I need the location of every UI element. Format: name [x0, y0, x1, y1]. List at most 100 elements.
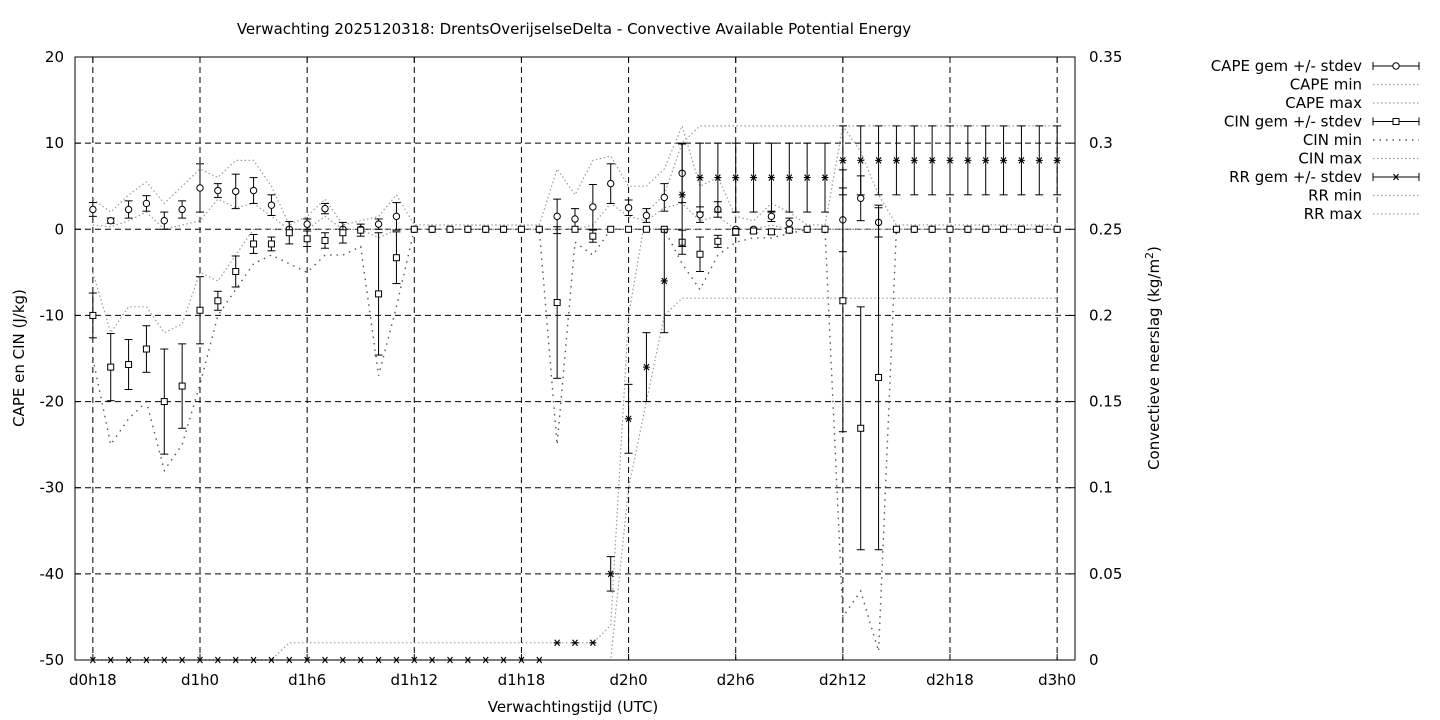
- plot-area: [88, 124, 1062, 664]
- cin-point: [732, 228, 740, 236]
- cin-point: [982, 225, 990, 233]
- rr-point: [660, 277, 668, 285]
- y-axis-label: CAPE en CIN (J/kg): [10, 289, 28, 427]
- cin-point: [750, 227, 758, 235]
- legend-label-0: CAPE gem +/- stdev: [1211, 57, 1362, 75]
- cin-point: [625, 225, 633, 233]
- y-tick-label-0: 20: [45, 48, 64, 66]
- rr-point: [1035, 157, 1043, 164]
- rr-point: [910, 157, 918, 164]
- cape-point: [178, 205, 186, 214]
- cape-point: [767, 212, 776, 221]
- cin-point: [357, 226, 365, 234]
- cape-point: [214, 186, 222, 195]
- rr-point: [571, 639, 579, 647]
- legend-label-5: CIN max: [1298, 150, 1362, 168]
- cin-point: [821, 225, 829, 233]
- rr-point: [767, 174, 775, 181]
- cin-point: [89, 311, 97, 319]
- cin-point: [767, 228, 775, 236]
- cin-point: [803, 225, 811, 233]
- rr-point: [928, 157, 936, 164]
- cape-point: [124, 205, 133, 214]
- cin-point: [321, 236, 329, 244]
- series-cin-max: [92, 228, 1058, 335]
- series-rr-max: [92, 125, 1058, 661]
- x-tick-label-0: d0h18: [69, 671, 117, 689]
- rr-point: [607, 570, 615, 578]
- cin-point: [910, 225, 918, 233]
- cin-point: [285, 229, 293, 237]
- legend-label-1: CAPE min: [1290, 76, 1362, 94]
- y2-tick-label-7: 0: [1089, 651, 1099, 669]
- rr-point: [678, 191, 686, 199]
- cape-point: [249, 186, 258, 195]
- x-tick-label-9: d3h0: [1038, 671, 1076, 689]
- rr-point: [964, 157, 972, 164]
- cin-point: [142, 345, 150, 353]
- cin-point: [107, 363, 115, 371]
- legend-label-3: CIN gem +/- stdev: [1224, 113, 1362, 131]
- cin-point: [785, 226, 793, 234]
- legend-label-4: CIN min: [1303, 131, 1362, 149]
- cin-point: [1053, 225, 1061, 233]
- cin-point: [714, 237, 722, 245]
- cape-point: [607, 179, 615, 188]
- legend-label-2: CAPE max: [1285, 94, 1362, 112]
- cape-point: [107, 216, 115, 225]
- cin-point: [839, 297, 847, 305]
- cape-point: [642, 211, 651, 220]
- cin-point: [553, 299, 561, 307]
- cin-point: [1017, 225, 1025, 233]
- rr-point: [589, 639, 597, 647]
- cin-point: [464, 225, 472, 233]
- y2-tick-label-0: 0.35: [1089, 48, 1122, 66]
- rr-point: [803, 174, 811, 181]
- x-tick-label-1: d1h0: [181, 671, 219, 689]
- chart-title: Verwachting 2025120318: DrentsOverijsels…: [237, 20, 911, 38]
- cape-point: [303, 220, 311, 228]
- cape-point: [857, 194, 865, 202]
- y-tick-label-6: -40: [40, 565, 65, 583]
- series-cin-min: [92, 228, 1058, 652]
- y-tick-label-7: -50: [40, 651, 65, 669]
- axes: d0h18 d1h0 d1h6 d1h12 d1h18 d2h0 d2h6 d2h12 d2h1…: [40, 48, 1123, 689]
- cin-point: [571, 225, 579, 233]
- y-tick-label-5: -30: [40, 479, 65, 497]
- cin-point: [339, 229, 347, 237]
- y2-tick-label-6: 0.05: [1089, 565, 1122, 583]
- cape-point: [321, 204, 329, 213]
- cin-point: [392, 254, 400, 262]
- cin-point: [535, 225, 543, 233]
- rr-point: [732, 174, 740, 181]
- legend-marker-0: [1392, 62, 1400, 70]
- y2-tick-label-2: 0.25: [1089, 220, 1122, 238]
- rr-point: [714, 174, 722, 181]
- y2-axis-label-end: ): [1145, 246, 1163, 252]
- x-tick-label-7: d2h12: [819, 671, 867, 689]
- grid: [75, 57, 1075, 660]
- legend-marker-3: [1392, 118, 1400, 125]
- cin-point: [892, 225, 900, 233]
- cin-point: [482, 225, 490, 233]
- y-tick-label-1: 10: [45, 134, 64, 152]
- cin-point: [875, 373, 883, 381]
- cin-point: [607, 225, 615, 233]
- cin-point: [178, 382, 186, 390]
- rr-point: [946, 157, 954, 164]
- cin-point: [232, 267, 240, 275]
- rr-point: [642, 363, 650, 371]
- y-tick-label-2: 0: [54, 220, 64, 238]
- y2-tick-label-3: 0.2: [1089, 306, 1113, 324]
- cin-point: [946, 225, 954, 233]
- y-tick-label-4: -20: [40, 393, 65, 411]
- legend-label-7: RR min: [1308, 187, 1362, 205]
- cape-point: [196, 184, 204, 192]
- cin-point: [160, 398, 168, 406]
- cape-point: [553, 212, 561, 221]
- cape-point: [160, 216, 168, 225]
- rr-point: [839, 157, 847, 164]
- cin-point: [589, 232, 597, 240]
